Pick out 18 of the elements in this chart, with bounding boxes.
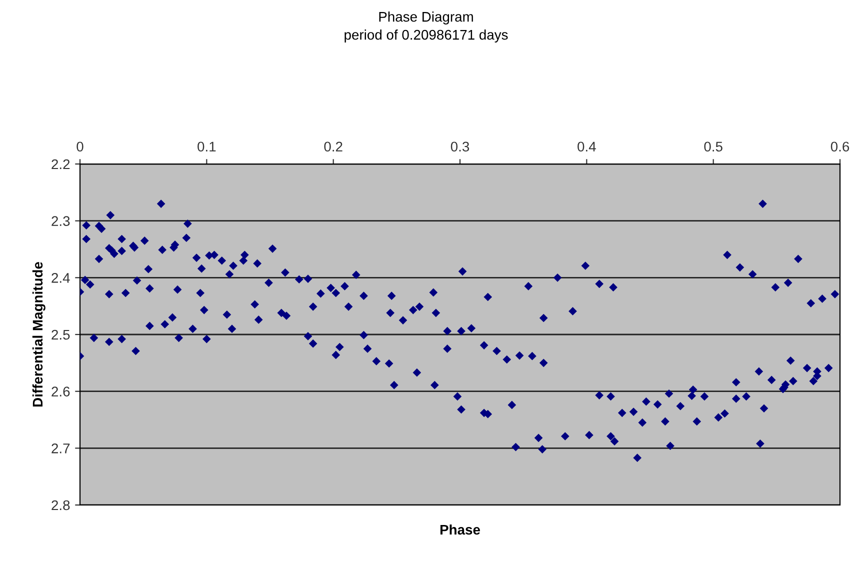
y-tick-label: 2.8 bbox=[52, 500, 70, 510]
y-tick-label: 2.2 bbox=[52, 159, 70, 170]
x-tick-label: 0.3 bbox=[450, 142, 470, 152]
y-tick-label: 2.5 bbox=[52, 330, 70, 340]
x-tick-label: 0.4 bbox=[578, 142, 596, 152]
x-axis-title: Phase bbox=[440, 524, 480, 535]
y-tick-label: 2.6 bbox=[52, 386, 70, 397]
x-tick-label: 0.2 bbox=[324, 142, 342, 152]
x-tick-label: 0 bbox=[76, 142, 84, 152]
chart-title: Phase Diagram bbox=[379, 12, 473, 24]
chart-subtitle: period of 0.20986171 days bbox=[344, 30, 508, 42]
y-tick-label: 2.4 bbox=[52, 273, 70, 283]
x-tick-label: 0.5 bbox=[704, 142, 722, 152]
y-axis-title: Differential Magnitude bbox=[32, 262, 46, 406]
y-tick-label: 2.7 bbox=[52, 444, 70, 454]
y-tick-label: 2.3 bbox=[52, 216, 70, 226]
x-tick-label: 0.6 bbox=[830, 142, 850, 152]
x-tick-label: 0.1 bbox=[198, 142, 216, 152]
